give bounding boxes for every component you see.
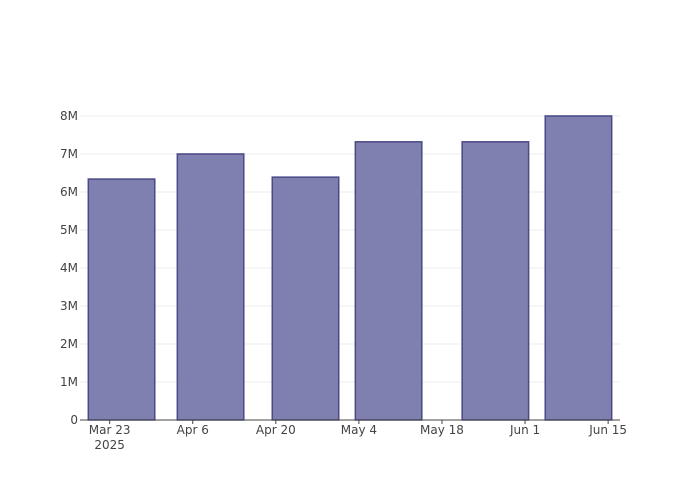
- y-tick-label: 3M: [60, 299, 78, 313]
- x-tick-label: Apr 20: [256, 423, 296, 437]
- bar: [461, 141, 530, 421]
- x-tick-label: May 18: [420, 423, 464, 437]
- y-tick-label: 1M: [60, 375, 78, 389]
- y-tick-label: 8M: [60, 109, 78, 123]
- bar: [87, 178, 156, 421]
- x-tick-label: Jun 1: [509, 423, 540, 437]
- bar: [354, 141, 423, 421]
- bar: [176, 153, 245, 421]
- y-tick-label: 0: [70, 413, 78, 427]
- y-tick-label: 5M: [60, 223, 78, 237]
- y-tick-label: 4M: [60, 261, 78, 275]
- y-tick-label: 7M: [60, 147, 78, 161]
- y-tick-label: 6M: [60, 185, 78, 199]
- x-tick-label: Jun 15: [588, 423, 627, 437]
- x-tick-label: Mar 23 2025: [89, 423, 131, 452]
- y-tick-label: 2M: [60, 337, 78, 351]
- x-tick-label: May 4: [341, 423, 377, 437]
- bar: [544, 115, 613, 421]
- bar: [271, 176, 340, 421]
- x-tick-label: Apr 6: [177, 423, 209, 437]
